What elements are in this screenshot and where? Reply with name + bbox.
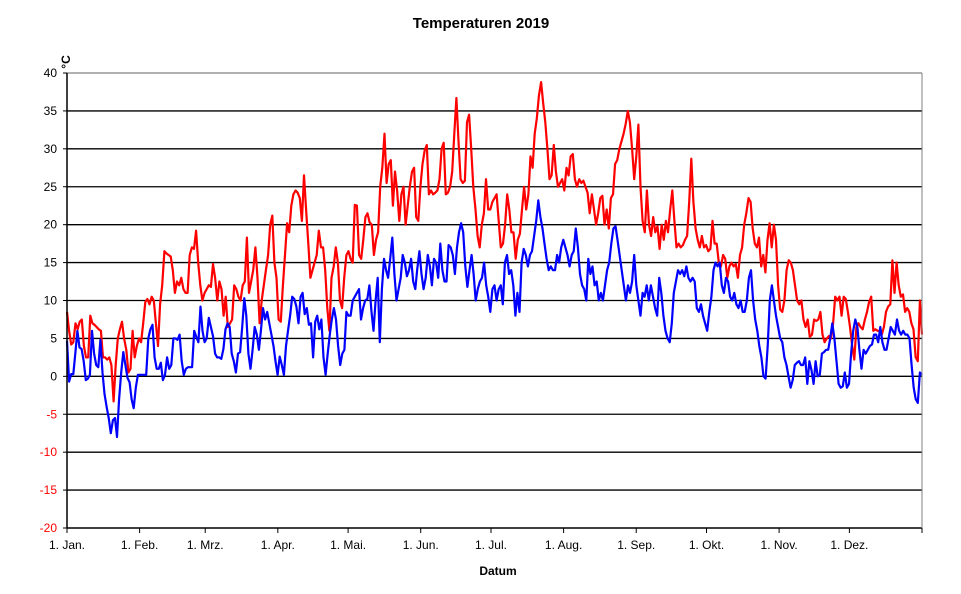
x-tick-label: 1. Apr. — [261, 538, 295, 552]
y-tick-label: -5 — [46, 407, 57, 421]
y-tick-label: 10 — [44, 294, 58, 308]
x-tick-label: 1. Nov. — [761, 538, 798, 552]
x-tick-label: 1. Jun. — [403, 538, 439, 552]
x-tick-label: 1. Dez. — [830, 538, 868, 552]
y-tick-label: 5 — [50, 331, 57, 345]
gridlines — [67, 72, 922, 491]
x-tick-label: 1. Sep. — [617, 538, 655, 552]
y-tick-label: 25 — [44, 180, 58, 194]
x-tick-label: 1. Mrz. — [187, 538, 224, 552]
series-line-tagesminimum — [65, 199, 923, 439]
y-axis-ticks: 40 35 30 25 20 15 10 5 0 -5 -10 -15 -20 — [40, 66, 67, 535]
y-axis-label: °C — [59, 55, 73, 69]
chart-title: Temperaturen 2019 — [413, 15, 549, 32]
series-line-tagesmaximum — [65, 80, 924, 403]
y-tick-label: -15 — [40, 483, 58, 497]
x-tick-label: 1. Okt. — [689, 538, 724, 552]
series-lines — [65, 80, 924, 439]
x-tick-label: 1. Feb. — [121, 538, 158, 552]
y-tick-label: 15 — [44, 256, 58, 270]
y-tick-label: -20 — [40, 521, 58, 535]
y-tick-label: -10 — [40, 445, 58, 459]
y-tick-label: 20 — [44, 218, 58, 232]
x-axis-label: Datum — [479, 564, 516, 578]
x-axis-ticks: 1. Jan. 1. Feb. 1. Mrz. 1. Apr. 1. Mai. 1. Ju… — [49, 528, 923, 552]
x-tick-label: 1. Aug. — [545, 538, 582, 552]
x-tick-label: 1. Mai. — [330, 538, 366, 552]
x-tick-label: 1. Jan. — [49, 538, 85, 552]
y-tick-label: 40 — [44, 66, 58, 80]
y-tick-label: 0 — [50, 369, 57, 383]
x-tick-label: 1. Jul. — [475, 538, 507, 552]
y-tick-label: 30 — [44, 142, 58, 156]
y-tick-label: 35 — [44, 104, 58, 118]
